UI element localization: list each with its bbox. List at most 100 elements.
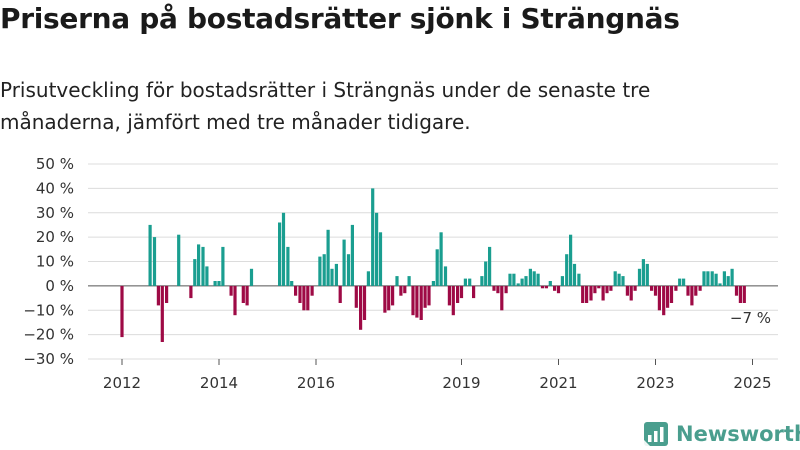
bar: [443, 266, 448, 286]
x-tick-label: 2023: [636, 374, 674, 392]
bar: [730, 268, 734, 286]
bar: [694, 285, 698, 296]
bar: [415, 285, 419, 318]
bar: [520, 278, 524, 286]
bar: [354, 285, 358, 308]
bar: [641, 259, 645, 286]
axes: −30 % −20 % −10 % 0 % 10 % 20 % 30 % 40 % 50 % 20…: [23, 155, 771, 392]
y-tick-label: 50 %: [36, 155, 74, 173]
bar: [294, 285, 298, 296]
bar: [488, 246, 492, 286]
bar: [419, 285, 423, 320]
bar: [577, 273, 581, 286]
brand-name: Newsworthy: [676, 422, 800, 446]
bar: [193, 259, 197, 286]
bar: [653, 285, 658, 296]
bar: [710, 271, 714, 286]
bar: [492, 285, 496, 291]
bar: [459, 285, 464, 299]
x-tick-label: 2021: [539, 374, 577, 392]
bar: [669, 285, 674, 303]
bar: [330, 268, 334, 286]
bar: [726, 276, 730, 286]
bar: [553, 285, 557, 291]
bar: [306, 285, 310, 311]
bar: [593, 285, 597, 294]
bar: [714, 273, 718, 286]
bar: [472, 285, 476, 299]
y-tick-label: 30 %: [36, 204, 74, 222]
bar: [148, 224, 152, 286]
chart-subtitle: Prisutveckling för bostadsrätter i Strän…: [0, 78, 651, 134]
y-tick-label: −30 %: [23, 350, 74, 368]
bar: [213, 281, 217, 286]
bar: [318, 256, 322, 286]
bar: [342, 239, 346, 286]
bar: [423, 285, 427, 308]
bar: [544, 285, 548, 289]
bar: [572, 263, 577, 286]
bar: [241, 285, 245, 303]
bar: [512, 273, 516, 286]
bar: [722, 271, 726, 286]
x-tick-label: 2014: [200, 374, 238, 392]
bar: [613, 271, 617, 286]
bar: [504, 285, 508, 294]
bar: [322, 254, 326, 286]
bar: [463, 278, 467, 286]
bar: [399, 285, 403, 296]
chart-title: Priserna på bostadsrätter sjönk i Sträng…: [0, 2, 680, 35]
y-tick-label: −10 %: [23, 301, 74, 319]
bar: [742, 285, 746, 303]
bar: [439, 232, 443, 286]
bar: [605, 285, 609, 294]
bar: [201, 246, 205, 286]
bar: [706, 271, 710, 286]
bar: [633, 285, 637, 291]
bar: [540, 285, 545, 289]
brand-logo: Newsworthy: [644, 420, 800, 448]
bar: [403, 285, 407, 294]
bar: [589, 285, 593, 301]
x-tick-label: 2016: [297, 374, 335, 392]
bar: [387, 285, 391, 311]
x-tick-label: 2019: [442, 374, 480, 392]
bar: [629, 285, 633, 301]
bar: [569, 234, 573, 286]
bar: [650, 285, 654, 291]
bar: [249, 268, 254, 286]
bar: [298, 285, 302, 303]
bar: [427, 285, 431, 306]
bar: [205, 266, 209, 286]
bar: [718, 283, 722, 286]
bar: [666, 285, 670, 308]
bar: [152, 237, 157, 286]
bar: [431, 281, 435, 286]
bar: [395, 276, 399, 286]
bar: [383, 285, 387, 313]
bar: [362, 285, 367, 320]
bar: [496, 285, 500, 294]
bar: [411, 285, 415, 316]
bar: [281, 212, 286, 286]
bar: [177, 234, 181, 286]
bar: [480, 276, 484, 286]
gridlines: [88, 163, 778, 360]
bar: [601, 285, 605, 301]
y-tick-label: 40 %: [36, 179, 74, 197]
bar: [407, 276, 411, 286]
bar: [375, 212, 379, 286]
latest-value-label: −7 %: [730, 309, 771, 327]
bar: [738, 285, 742, 303]
bar: [447, 285, 451, 306]
bar: [366, 271, 370, 286]
bar: [536, 273, 540, 286]
bar: [524, 276, 528, 286]
bar: [678, 278, 682, 286]
bar: [302, 285, 306, 311]
bars: [120, 188, 746, 342]
bar: [516, 283, 520, 286]
bar: [585, 285, 589, 303]
bar: [625, 285, 629, 296]
bar: [233, 285, 237, 316]
